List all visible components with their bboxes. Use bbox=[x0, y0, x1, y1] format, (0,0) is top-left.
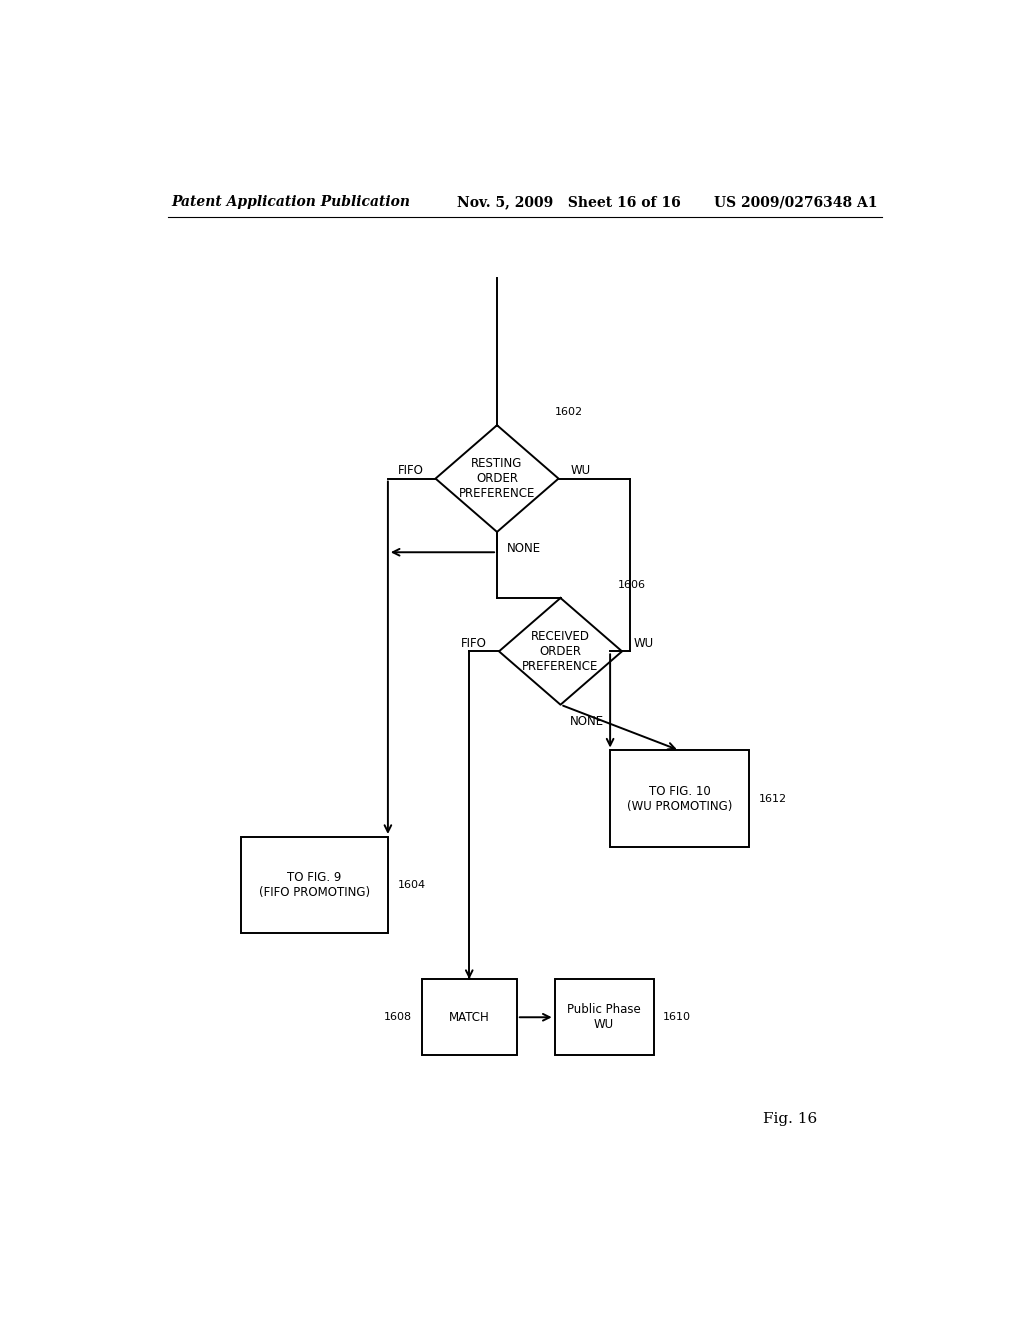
Text: RECEIVED
ORDER
PREFERENCE: RECEIVED ORDER PREFERENCE bbox=[522, 630, 599, 673]
Text: 1608: 1608 bbox=[384, 1012, 412, 1022]
Text: 1612: 1612 bbox=[759, 793, 786, 804]
Text: WU: WU bbox=[570, 463, 591, 477]
Text: RESTING
ORDER
PREFERENCE: RESTING ORDER PREFERENCE bbox=[459, 457, 536, 500]
Bar bbox=[241, 837, 388, 933]
Text: 1602: 1602 bbox=[555, 407, 583, 417]
Text: FIFO: FIFO bbox=[397, 463, 424, 477]
Bar bbox=[610, 751, 749, 847]
Text: Public Phase
WU: Public Phase WU bbox=[567, 1003, 641, 1031]
Text: NONE: NONE bbox=[570, 715, 604, 727]
Text: TO FIG. 9
(FIFO PROMOTING): TO FIG. 9 (FIFO PROMOTING) bbox=[259, 871, 370, 899]
Text: Nov. 5, 2009   Sheet 16 of 16: Nov. 5, 2009 Sheet 16 of 16 bbox=[458, 195, 681, 209]
Text: 1604: 1604 bbox=[397, 880, 426, 890]
Bar bbox=[555, 979, 653, 1056]
Text: MATCH: MATCH bbox=[449, 1011, 489, 1024]
Text: NONE: NONE bbox=[507, 543, 541, 556]
Text: FIFO: FIFO bbox=[461, 636, 487, 649]
Text: WU: WU bbox=[634, 636, 654, 649]
Bar bbox=[422, 979, 517, 1056]
Text: Patent Application Publication: Patent Application Publication bbox=[172, 195, 411, 209]
Text: 1606: 1606 bbox=[618, 579, 646, 590]
Text: US 2009/0276348 A1: US 2009/0276348 A1 bbox=[715, 195, 878, 209]
Text: 1610: 1610 bbox=[664, 1012, 691, 1022]
Text: TO FIG. 10
(WU PROMOTING): TO FIG. 10 (WU PROMOTING) bbox=[627, 784, 732, 813]
Text: Fig. 16: Fig. 16 bbox=[763, 1111, 817, 1126]
